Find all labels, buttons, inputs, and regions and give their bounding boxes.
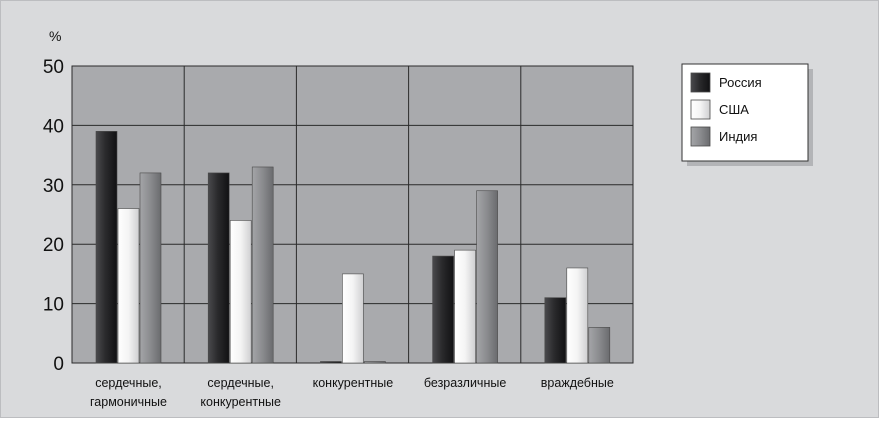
category-label: враждебные <box>541 376 614 390</box>
category-label: безразличные <box>424 376 506 390</box>
y-tick-label: 50 <box>43 57 64 78</box>
category-label: сердечные, <box>95 376 162 390</box>
legend-swatch-0 <box>690 72 711 93</box>
category-label: конкурентные <box>200 395 281 409</box>
category-label: гармоничные <box>90 395 167 409</box>
y-axis-unit: % <box>49 28 61 44</box>
legend-swatch-1 <box>690 99 711 120</box>
category-label: сердечные, <box>207 376 274 390</box>
y-axis-ticks: 0 10 20 30 40 50 <box>43 57 64 375</box>
legend-items: Россия США Индия <box>690 72 762 147</box>
category-labels: сердечные, гармоничные сердечные, конкурент… <box>90 376 614 409</box>
bar-0-3 <box>432 255 454 364</box>
y-tick-label: 0 <box>53 354 64 375</box>
bar-1-3 <box>454 249 476 364</box>
legend-label: Россия <box>719 75 762 90</box>
bar-1-2 <box>342 273 364 364</box>
legend-swatch-2 <box>690 126 711 147</box>
bar-1-1 <box>229 220 252 364</box>
y-tick-label: 20 <box>43 235 64 256</box>
bar-0-2 <box>320 361 342 364</box>
bar-2-2 <box>364 361 386 364</box>
category-label: конкурентные <box>313 376 394 390</box>
legend-label: Индия <box>719 129 757 144</box>
bar-0-1 <box>207 172 230 364</box>
bar-1-4 <box>566 267 589 364</box>
bar-0-0 <box>95 131 118 364</box>
gridlines <box>72 66 633 363</box>
bar-2-4 <box>588 327 611 364</box>
bar-2-0 <box>139 172 162 364</box>
bar-0-4 <box>544 297 567 364</box>
y-tick-label: 40 <box>43 116 64 137</box>
bar-2-1 <box>251 166 274 364</box>
legend: Россия США Индия <box>681 63 813 166</box>
y-tick-label: 30 <box>43 176 64 197</box>
legend-label: США <box>719 102 749 117</box>
y-tick-label: 10 <box>43 295 64 316</box>
bar-1-0 <box>117 208 140 364</box>
bar-2-3 <box>476 190 498 364</box>
bars <box>95 131 611 364</box>
